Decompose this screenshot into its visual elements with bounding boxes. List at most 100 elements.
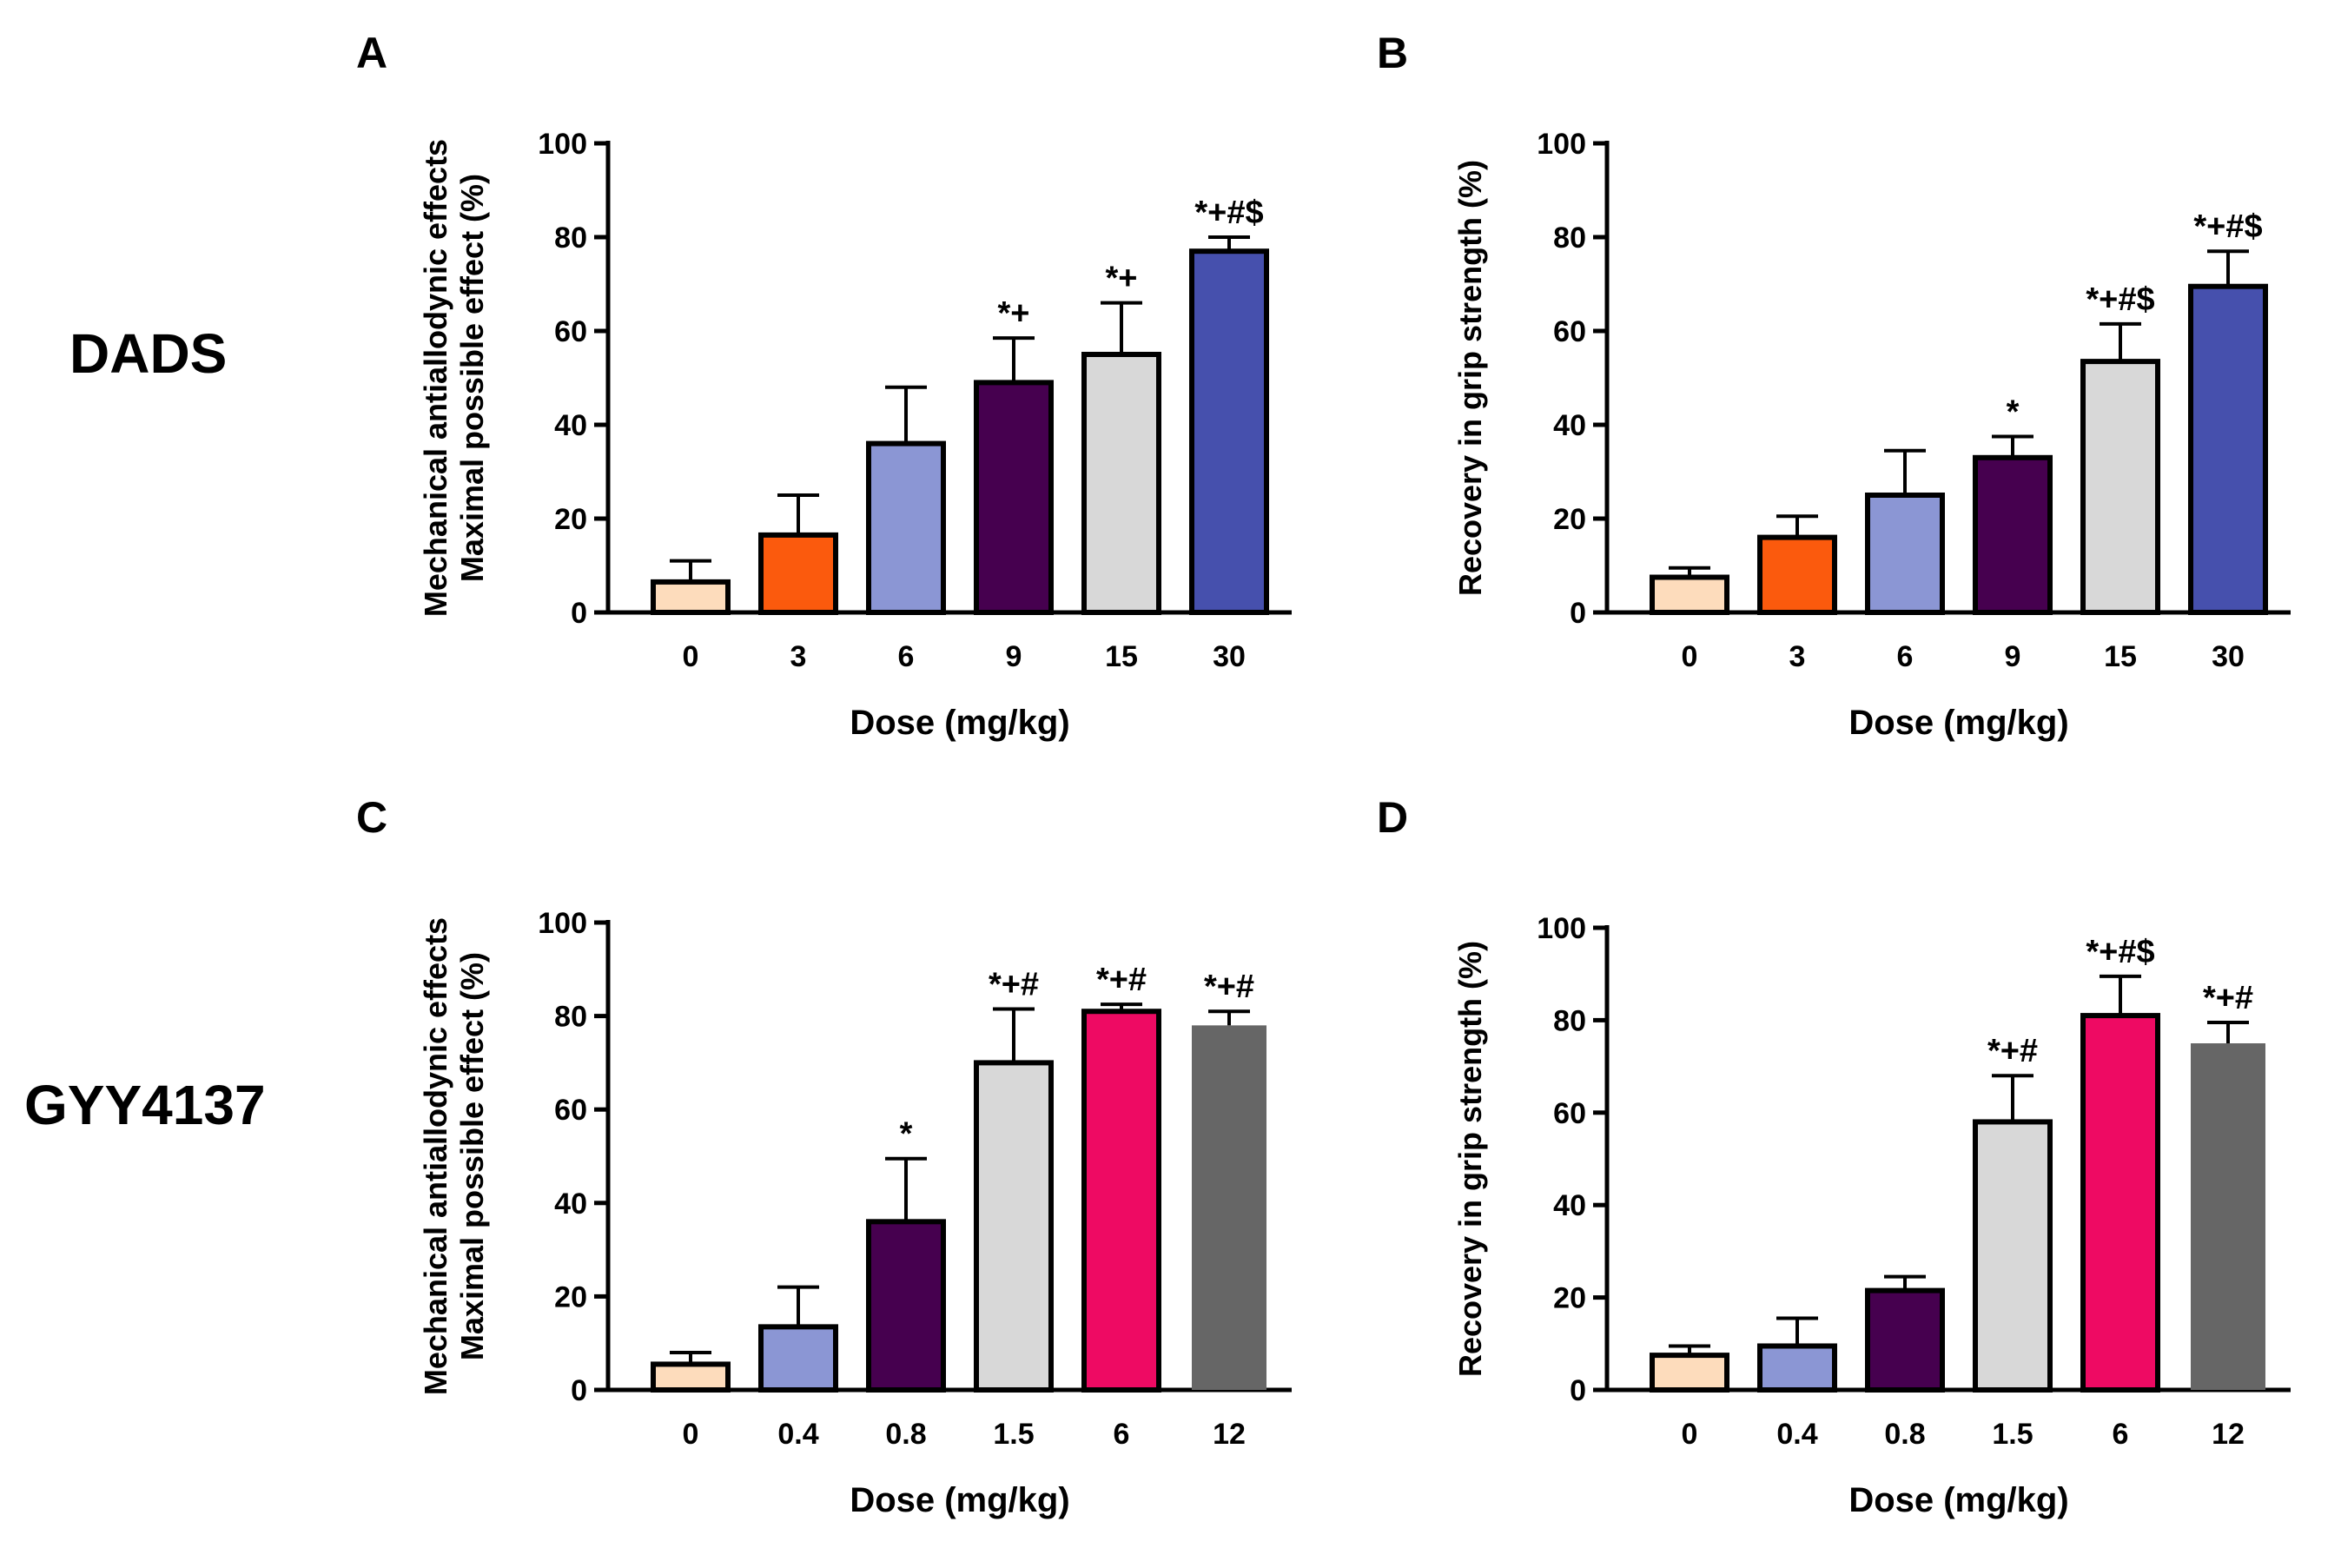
panel-d-bar — [1757, 1343, 1837, 1393]
panel-d-x-tick-label: 0.4 — [1776, 1418, 1817, 1451]
panel-c-bar — [974, 1060, 1054, 1393]
panel-c-annotation: *+# — [1204, 969, 1254, 1005]
panel-d-y-tick-label: 0 — [1570, 1374, 1586, 1407]
panel-b-bar — [2188, 283, 2268, 615]
panel-d-annotation: *+# — [1987, 1033, 2038, 1069]
panel-c-x-tick-label: 1.5 — [993, 1418, 1034, 1451]
panel-b-bar — [1757, 534, 1837, 615]
panel-a-x-tick-label: 30 — [1213, 640, 1246, 673]
panel-c-x-tick-label: 0.8 — [885, 1418, 926, 1451]
panel-b-y-label: Recovery in grip strength (%) — [1452, 160, 1488, 596]
panel-a-bar — [1189, 248, 1269, 615]
panel-b-x-label: Dose (mg/kg) — [1848, 704, 2068, 742]
panel-c-x-tick-label: 0.4 — [777, 1418, 818, 1451]
panel-c-letter: C — [356, 793, 387, 842]
panel-d-bar — [2080, 1013, 2160, 1393]
panel-c-y-label: Mechanical antiallodynic effects — [418, 917, 453, 1395]
panel-b-y-tick-label: 20 — [1553, 503, 1586, 536]
panel-b-bar — [1650, 574, 1729, 615]
panel-b-x-tick-label: 3 — [1789, 640, 1806, 673]
panel-b-y-tick-label: 80 — [1553, 222, 1586, 255]
panel-a-x-label: Dose (mg/kg) — [850, 704, 1069, 742]
panel-b-x-tick-label: 30 — [2212, 640, 2245, 673]
panel-d-y-tick-label: 80 — [1553, 1004, 1586, 1037]
panel-b-y-tick-label: 40 — [1553, 409, 1586, 442]
panel-a-y-tick-label: 60 — [554, 315, 587, 348]
panel-a-y-tick-label: 100 — [538, 128, 587, 161]
panel-c-bar — [866, 1219, 946, 1393]
panel-d-x-tick-label: 0 — [1682, 1418, 1698, 1451]
panel-b-x-tick-label: 0 — [1682, 640, 1698, 673]
panel-d-y-tick-label: 40 — [1553, 1189, 1586, 1222]
panel-c-x-label: Dose (mg/kg) — [850, 1481, 1069, 1519]
panel-a-annotation: *+ — [1106, 261, 1138, 297]
panel-d-y-tick-label: 100 — [1537, 912, 1586, 945]
panel-c-annotation: * — [900, 1116, 913, 1153]
panel-a-bar — [651, 579, 731, 616]
panel-d-x-tick-label: 0.8 — [1884, 1418, 1925, 1451]
panel-a-annotation: *+ — [998, 295, 1030, 332]
panel-d-bar — [1865, 1287, 1945, 1393]
panel-b-annotation: * — [2007, 394, 2020, 431]
panel-c-x-tick-label: 12 — [1213, 1418, 1246, 1451]
panel-d-annotation: *+#$ — [2086, 934, 2154, 970]
panel-c-y-tick-label: 20 — [554, 1280, 587, 1313]
panel-d-x-tick-label: 6 — [2113, 1418, 2129, 1451]
panel-c-x-tick-label: 0 — [683, 1418, 699, 1451]
panel-c-x-tick-label: 6 — [1114, 1418, 1130, 1451]
panel-a-annotation: *+#$ — [1194, 195, 1263, 231]
panel-d-bar — [1973, 1119, 2053, 1393]
panel-b-annotation: *+#$ — [2193, 208, 2262, 245]
panel-a-y-tick-label: 20 — [554, 503, 587, 536]
panel-b-annotation: *+#$ — [2086, 281, 2154, 318]
panel-d-annotation: *+# — [2203, 980, 2253, 1016]
panel-b-letter: B — [1377, 29, 1408, 77]
panel-a-bar — [866, 440, 946, 615]
panel-b-bar — [1973, 454, 2053, 615]
panel-a-bar — [758, 532, 838, 616]
panel-c-bar — [1192, 1025, 1266, 1390]
panel-d-x-label: Dose (mg/kg) — [1848, 1481, 2068, 1519]
panel-c-y-label: Maximal possible effect (%) — [454, 952, 490, 1360]
panel-c-bar — [758, 1324, 838, 1393]
panel-d-bar — [1650, 1353, 1729, 1393]
panel-c-y-tick-label: 60 — [554, 1094, 587, 1127]
panel-d-y-tick-label: 20 — [1553, 1282, 1586, 1315]
panel-d-x-tick-label: 12 — [2212, 1418, 2245, 1451]
panel-a-y-tick-label: 40 — [554, 409, 587, 442]
panel-a-x-tick-label: 0 — [683, 640, 699, 673]
panel-a-x-tick-label: 6 — [898, 640, 915, 673]
panel-b-x-tick-label: 15 — [2104, 640, 2137, 673]
panel-c-y-tick-label: 0 — [571, 1374, 587, 1407]
panel-a-x-tick-label: 9 — [1006, 640, 1022, 673]
panel-a-x-tick-label: 15 — [1105, 640, 1138, 673]
row-label-dads: DADS — [69, 322, 228, 385]
panel-c-annotation: *+# — [989, 967, 1039, 1003]
panel-b-bar — [2080, 359, 2160, 615]
panel-b-x-tick-label: 9 — [2005, 640, 2021, 673]
panel-a-letter: A — [356, 29, 387, 77]
panel-b-x-tick-label: 6 — [1897, 640, 1914, 673]
panel-b-y-tick-label: 60 — [1553, 315, 1586, 348]
panel-a-bar — [974, 380, 1054, 615]
panel-d-letter: D — [1377, 793, 1408, 842]
panel-c-y-tick-label: 80 — [554, 1001, 587, 1034]
panel-a-x-tick-label: 3 — [790, 640, 807, 673]
panel-a-y-tick-label: 0 — [571, 597, 587, 630]
panel-c-y-tick-label: 100 — [538, 907, 587, 940]
panel-c-bar — [1081, 1009, 1161, 1393]
panel-d-x-tick-label: 1.5 — [1992, 1418, 2033, 1451]
panel-c-y-tick-label: 40 — [554, 1188, 587, 1221]
panel-a-bar — [1081, 352, 1161, 615]
panel-d-y-label: Recovery in grip strength (%) — [1452, 941, 1488, 1377]
panel-c-annotation: *+# — [1096, 962, 1147, 998]
panel-b-y-tick-label: 0 — [1570, 597, 1586, 630]
panel-c-bar — [651, 1361, 731, 1393]
panel-a-y-label: Mechanical antiallodynic effects — [418, 139, 453, 617]
panel-a-y-label: Maximal possible effect (%) — [454, 174, 490, 582]
row-label-gyy4137: GYY4137 — [24, 1074, 266, 1136]
panel-b-y-tick-label: 100 — [1537, 128, 1586, 161]
panel-a-y-tick-label: 80 — [554, 222, 587, 255]
panel-b-bar — [1865, 493, 1945, 615]
